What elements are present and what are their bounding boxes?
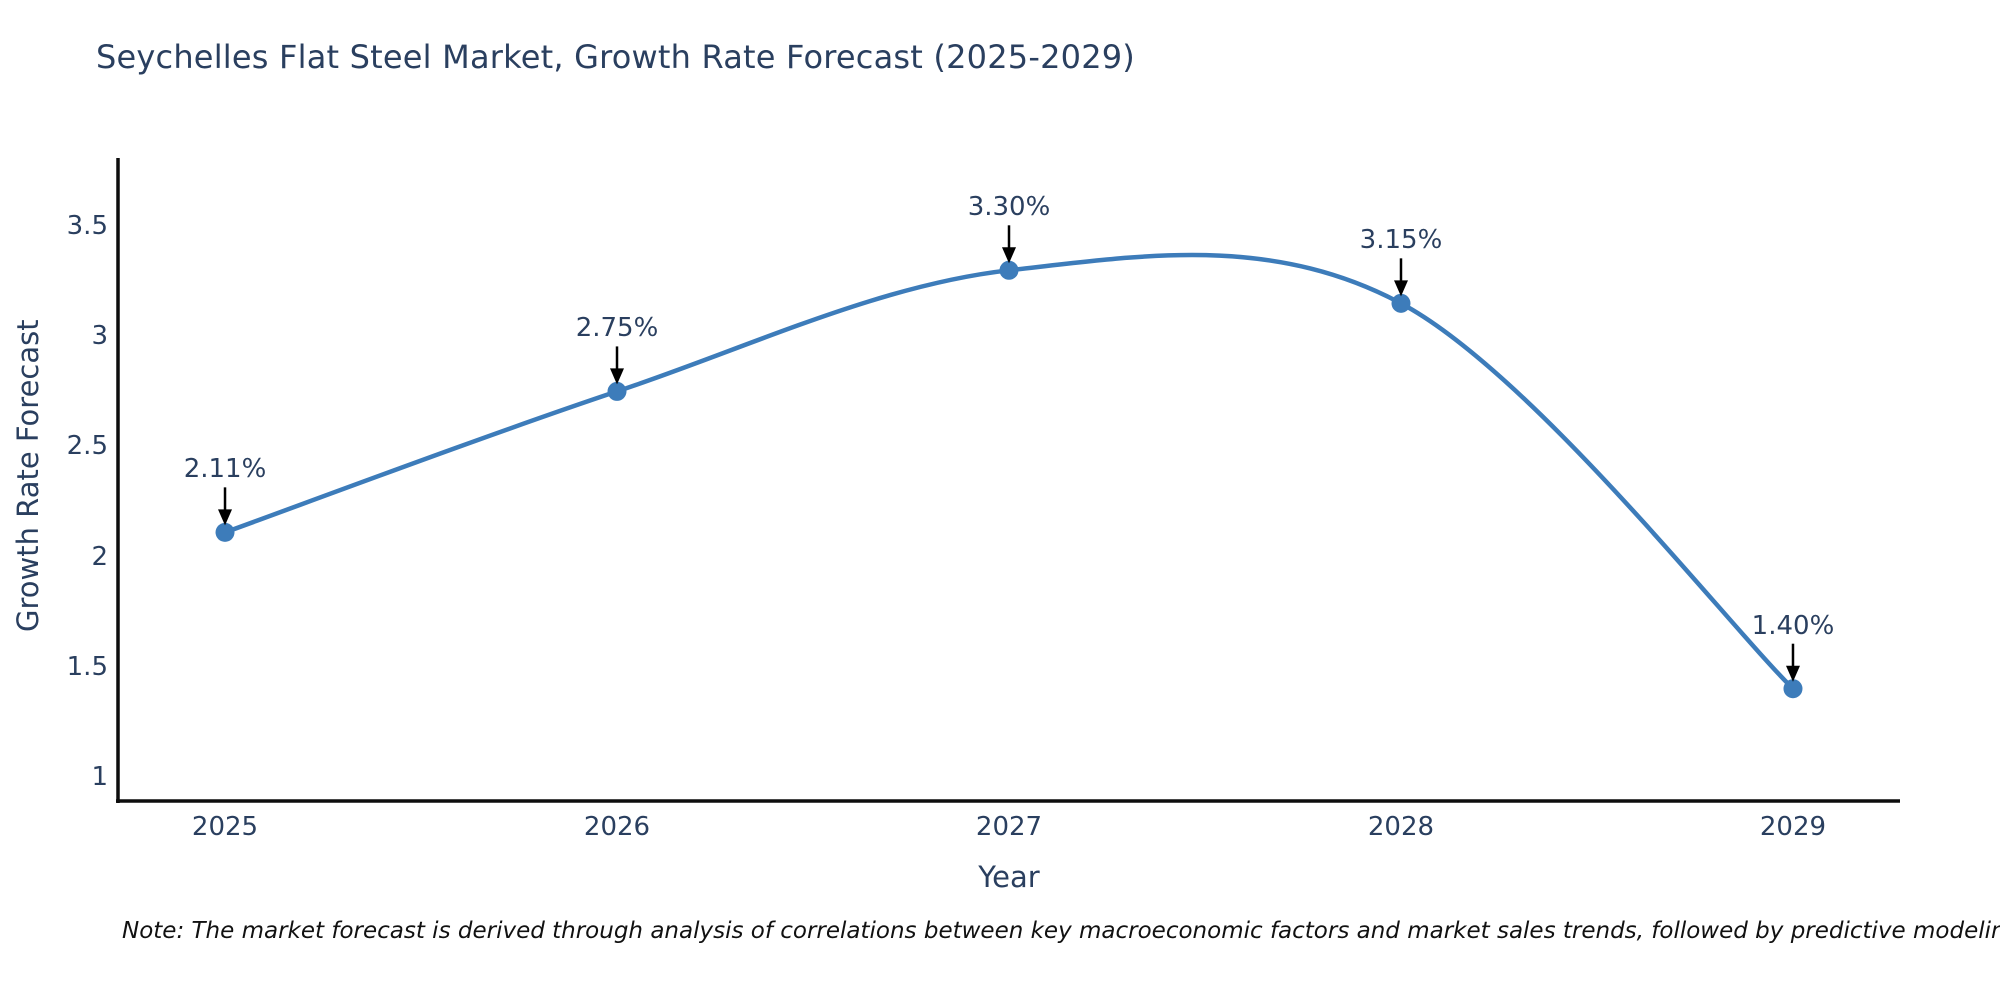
data-point-marker [607, 381, 627, 401]
annotation-arrow-head [1393, 280, 1408, 297]
line-series [222, 252, 1796, 691]
annotation-arrow-head [1002, 247, 1016, 264]
data-point-marker [999, 260, 1019, 280]
point-annotation: 1.40% [1751, 610, 1835, 641]
data-point-markers [215, 260, 1803, 699]
point-annotation: 3.15% [1359, 225, 1443, 256]
x-tick-label: 2026 [583, 812, 651, 842]
y-tick-label: 1.5 [66, 651, 108, 682]
y-tick-label: 2 [91, 541, 108, 572]
annotation-arrow-head [610, 368, 625, 385]
data-point-marker [1391, 293, 1411, 313]
x-tick-label: 2027 [975, 812, 1043, 842]
point-annotation: 2.11% [183, 454, 267, 485]
y-tick-label: 1 [91, 761, 108, 792]
x-tick-label: 2029 [1759, 812, 1827, 842]
y-tick-label: 3 [91, 321, 108, 352]
forecast-line [222, 252, 1796, 691]
x-axis-title: Year [978, 860, 1040, 894]
chart-note: Note: The market forecast is derived thr… [122, 918, 2000, 944]
annotation-arrows [218, 225, 1800, 682]
axes [116, 158, 1900, 803]
y-tick-label: 2.5 [66, 431, 108, 462]
data-point-marker [1783, 679, 1803, 699]
chart-title: Seychelles Flat Steel Market, Growth Rat… [96, 38, 1135, 76]
point-annotation: 2.75% [575, 313, 659, 344]
x-tick-label: 2025 [191, 812, 259, 842]
annotation-arrow-head [218, 509, 233, 526]
annotation-arrow-head [1785, 665, 1800, 682]
point-annotation: 3.30% [967, 192, 1051, 223]
y-tick-label: 3.5 [66, 211, 108, 242]
x-tick-label: 2028 [1367, 812, 1435, 842]
data-point-marker [215, 522, 235, 542]
